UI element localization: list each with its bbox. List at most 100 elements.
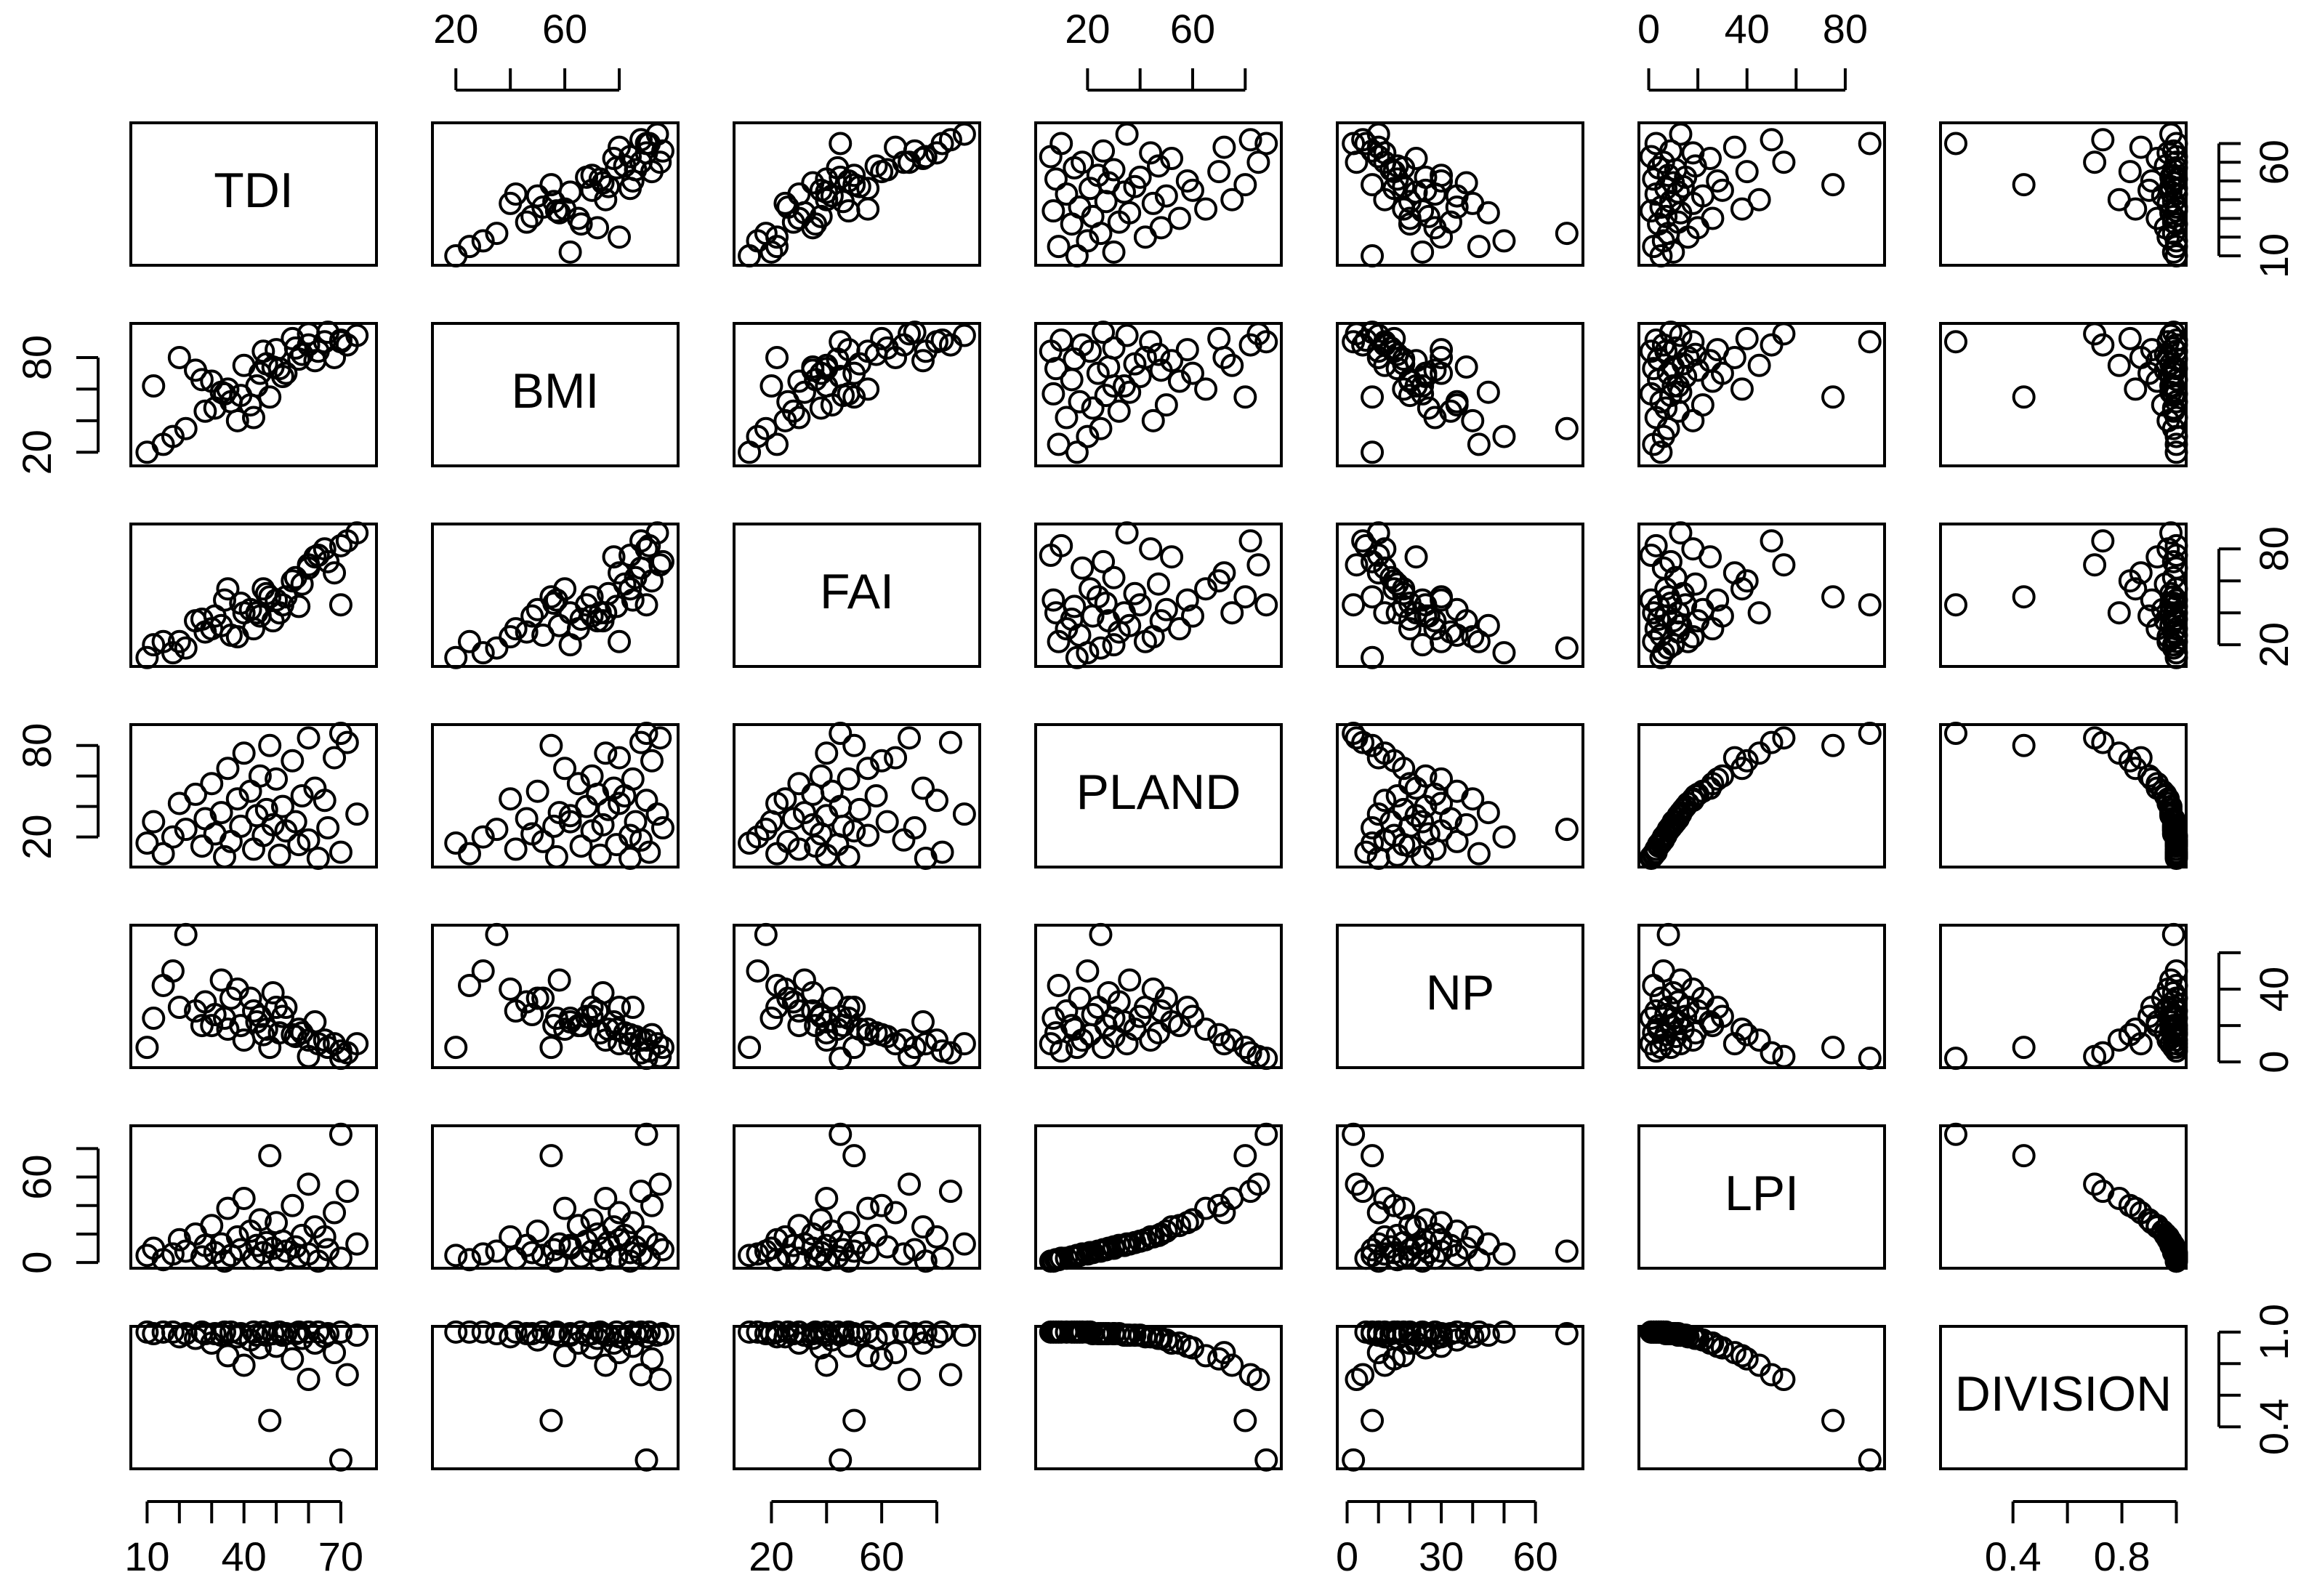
point xyxy=(1065,244,1089,268)
point xyxy=(1476,801,1500,825)
point xyxy=(914,339,938,363)
point xyxy=(135,645,159,669)
point xyxy=(281,569,305,593)
point xyxy=(1651,959,1675,983)
point xyxy=(588,843,612,867)
point xyxy=(1366,1249,1390,1273)
point xyxy=(2159,521,2183,545)
panel-frame xyxy=(1637,322,1886,467)
point xyxy=(2164,973,2188,997)
point xyxy=(1644,406,1668,430)
point xyxy=(820,184,844,208)
point xyxy=(829,330,853,354)
panel-frame xyxy=(1034,322,1283,467)
point xyxy=(265,767,289,791)
point xyxy=(580,1208,604,1232)
point xyxy=(1092,139,1116,163)
point xyxy=(618,1032,642,1056)
point xyxy=(242,999,265,1023)
point xyxy=(580,996,604,1020)
panel-frame xyxy=(431,121,680,267)
point xyxy=(1772,322,1796,346)
point xyxy=(174,416,198,440)
point xyxy=(297,1172,321,1196)
point xyxy=(258,385,282,409)
point xyxy=(485,222,509,246)
point xyxy=(787,1014,811,1038)
point xyxy=(1092,549,1116,573)
point xyxy=(525,1220,549,1244)
point xyxy=(650,1036,674,1060)
point xyxy=(580,1322,604,1346)
point xyxy=(1398,212,1422,236)
point xyxy=(650,1322,674,1346)
point xyxy=(1361,385,1385,409)
point xyxy=(1345,553,1369,577)
y-tick-label: 20 xyxy=(14,430,60,475)
point xyxy=(2164,629,2188,653)
point xyxy=(911,776,935,800)
point xyxy=(1361,1320,1385,1344)
point xyxy=(345,1323,369,1347)
point xyxy=(258,1144,282,1168)
point xyxy=(1639,1007,1663,1031)
point xyxy=(270,794,294,818)
point xyxy=(1691,597,1714,621)
point xyxy=(2164,1014,2188,1038)
point xyxy=(1944,593,1968,617)
x-tick-label: 60 xyxy=(859,1533,904,1579)
point xyxy=(520,604,544,628)
point xyxy=(629,150,653,174)
point xyxy=(1366,544,1390,568)
point xyxy=(594,1353,618,1377)
point xyxy=(2164,145,2188,169)
point xyxy=(1411,1249,1435,1273)
point xyxy=(1345,1368,1369,1392)
point xyxy=(1354,132,1378,156)
point xyxy=(190,834,214,858)
x-tick-label: 20 xyxy=(1065,6,1110,52)
point xyxy=(485,818,509,842)
panel-frame xyxy=(1336,924,1584,1069)
point xyxy=(1423,1320,1447,1344)
point xyxy=(542,814,566,838)
point xyxy=(1246,553,1270,577)
point xyxy=(2164,132,2188,156)
point xyxy=(167,345,191,369)
point xyxy=(1133,629,1157,653)
point xyxy=(621,996,645,1020)
point xyxy=(1107,210,1131,234)
point xyxy=(952,802,976,826)
point xyxy=(539,1036,563,1060)
point xyxy=(1647,368,1671,392)
x-tick-label: 0.8 xyxy=(2094,1533,2151,1579)
point xyxy=(504,1320,528,1344)
x-tick-label: 0 xyxy=(1336,1533,1358,1579)
point xyxy=(515,807,539,831)
point xyxy=(597,797,621,821)
point xyxy=(608,225,632,249)
panel-frame xyxy=(733,723,981,868)
point xyxy=(1160,545,1184,569)
point xyxy=(952,1032,976,1056)
point xyxy=(329,593,352,617)
point xyxy=(924,1028,948,1052)
point xyxy=(1212,135,1236,159)
point xyxy=(1361,549,1385,573)
point xyxy=(525,779,549,803)
point xyxy=(605,833,629,857)
point xyxy=(1642,1021,1666,1045)
point xyxy=(1207,326,1231,350)
point xyxy=(1041,588,1065,612)
point xyxy=(1730,1017,1754,1041)
point xyxy=(1160,147,1184,171)
point xyxy=(640,1193,664,1217)
point xyxy=(547,1232,571,1256)
point xyxy=(1220,1353,1244,1377)
point xyxy=(1385,1223,1409,1247)
point xyxy=(1115,323,1139,347)
panel-frame xyxy=(1034,1325,1283,1470)
point xyxy=(1086,164,1110,188)
point xyxy=(1078,177,1102,201)
point xyxy=(1238,333,1262,357)
